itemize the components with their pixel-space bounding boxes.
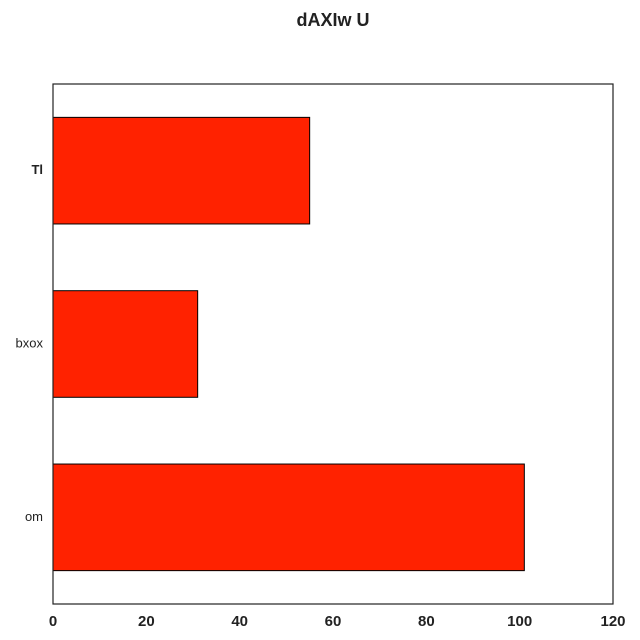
x-tick-label: 100 [507, 613, 532, 630]
bar-bxox [52, 290, 199, 398]
y-axis-ticks: om bxox Tl [16, 162, 44, 524]
x-tick-label: 40 [231, 613, 248, 630]
y-tick-label: bxox [16, 335, 44, 350]
x-tick-label: 60 [325, 613, 342, 630]
x-tick-label: 0 [49, 613, 57, 630]
bar-tl [52, 116, 311, 225]
y-tick-label: om [25, 509, 43, 524]
bar-om [52, 463, 525, 572]
y-tick-label: Tl [31, 162, 43, 177]
x-tick-label: 120 [600, 613, 625, 630]
plot-frame [52, 83, 614, 605]
bars-layer [52, 116, 525, 572]
x-tick-label: 20 [138, 613, 155, 630]
x-tick-label: 80 [418, 613, 435, 630]
chart-title: dAXIw U [296, 10, 369, 30]
x-axis-ticks: 0 20 40 60 80 100 120 [49, 613, 626, 630]
